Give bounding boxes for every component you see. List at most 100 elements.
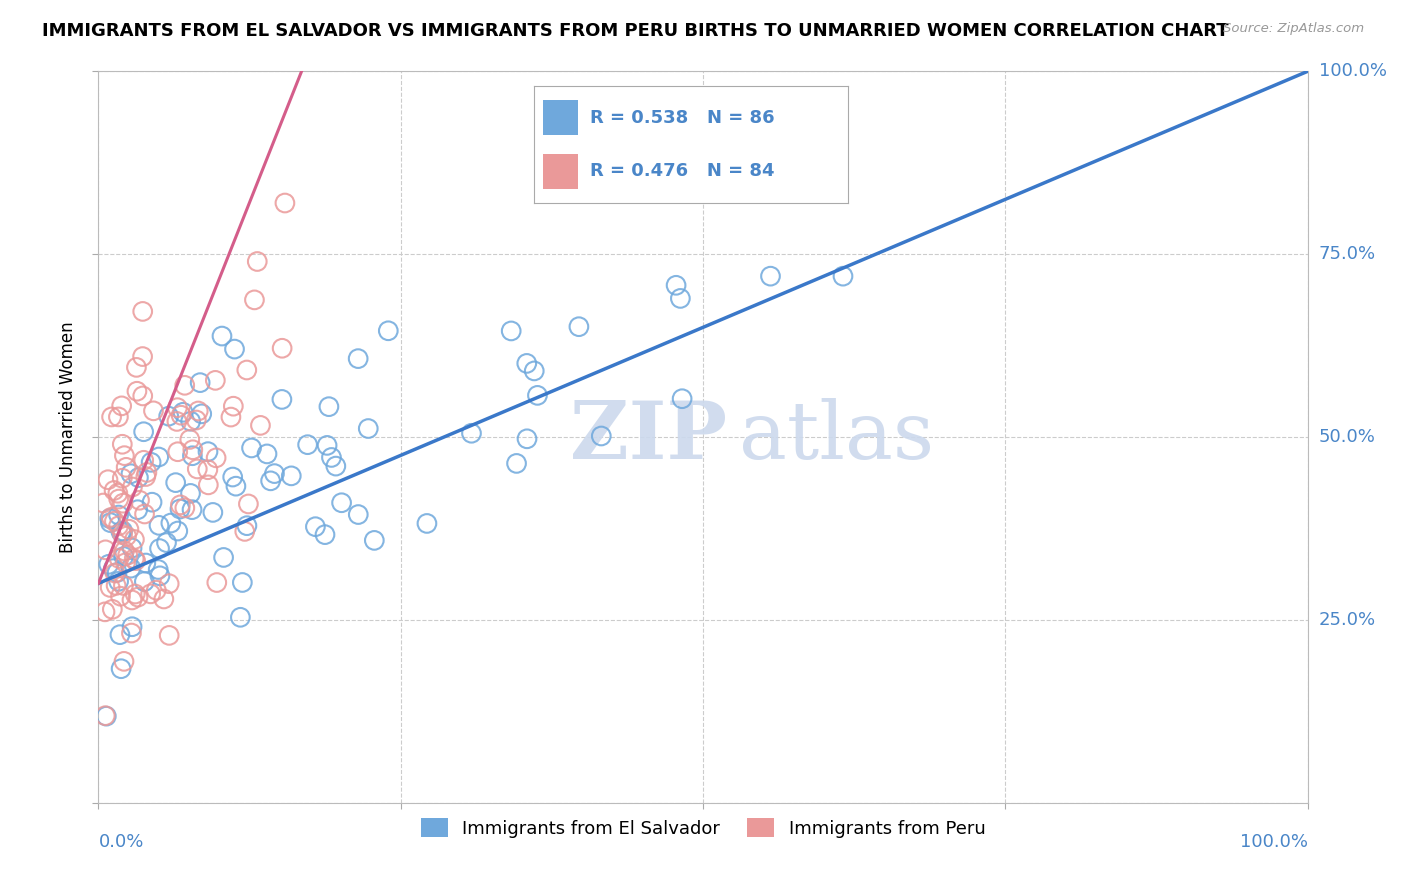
Text: IMMIGRANTS FROM EL SALVADOR VS IMMIGRANTS FROM PERU BIRTHS TO UNMARRIED WOMEN CO: IMMIGRANTS FROM EL SALVADOR VS IMMIGRANT… xyxy=(42,22,1229,40)
Point xyxy=(179,433,201,447)
Point xyxy=(505,457,527,471)
Point xyxy=(91,496,114,510)
Point xyxy=(94,708,117,723)
Point xyxy=(108,551,131,566)
Point xyxy=(111,399,134,413)
Point xyxy=(160,516,183,530)
Point xyxy=(416,516,439,531)
Point xyxy=(256,447,278,461)
Point xyxy=(115,529,138,543)
Point xyxy=(118,522,141,536)
Point xyxy=(347,351,370,366)
Point xyxy=(107,508,129,522)
Point xyxy=(112,654,135,668)
Point xyxy=(166,524,188,538)
Point xyxy=(121,620,143,634)
Point xyxy=(166,444,188,458)
Point xyxy=(135,466,157,480)
Point xyxy=(186,462,208,476)
Text: 25.0%: 25.0% xyxy=(1319,611,1376,629)
Point xyxy=(132,389,155,403)
Point xyxy=(271,341,294,355)
Point xyxy=(181,502,204,516)
Point xyxy=(249,418,271,433)
Point xyxy=(114,544,136,558)
Point xyxy=(231,575,253,590)
Point xyxy=(124,554,146,568)
Point xyxy=(170,408,193,422)
Point xyxy=(105,566,128,580)
Point xyxy=(197,444,219,458)
Point xyxy=(759,269,782,284)
Point xyxy=(243,293,266,307)
Point xyxy=(94,605,117,619)
Point xyxy=(128,493,150,508)
Point xyxy=(107,518,129,533)
Point xyxy=(205,450,228,465)
Text: 75.0%: 75.0% xyxy=(1319,245,1376,263)
Point xyxy=(271,392,294,407)
Point xyxy=(110,524,132,539)
Point xyxy=(107,491,129,506)
Point xyxy=(98,511,121,525)
Point xyxy=(304,519,326,533)
Point xyxy=(120,626,142,640)
Point xyxy=(363,533,385,548)
Point xyxy=(107,486,129,500)
Point xyxy=(148,541,170,556)
Point xyxy=(186,413,208,427)
Point xyxy=(134,574,156,589)
Point xyxy=(181,449,204,463)
Point xyxy=(166,414,188,428)
Point xyxy=(516,432,538,446)
Point xyxy=(145,583,167,598)
Point xyxy=(120,467,142,481)
Point xyxy=(357,421,380,435)
Point xyxy=(501,324,523,338)
Point xyxy=(107,574,129,589)
Point xyxy=(131,350,153,364)
Point xyxy=(665,278,688,293)
Point xyxy=(297,438,319,452)
Point xyxy=(516,356,538,370)
Point xyxy=(149,569,172,583)
Point xyxy=(222,470,245,484)
Point xyxy=(153,592,176,607)
Point xyxy=(238,497,260,511)
Point xyxy=(314,527,336,541)
Point xyxy=(139,455,162,469)
Point xyxy=(225,479,247,493)
Point xyxy=(347,508,370,522)
Point xyxy=(103,483,125,498)
Point xyxy=(219,410,242,425)
Point xyxy=(112,578,135,592)
Point xyxy=(526,388,548,402)
Point xyxy=(157,576,180,591)
Point xyxy=(100,510,122,524)
Point xyxy=(101,602,124,616)
Point xyxy=(111,471,134,485)
Point xyxy=(148,450,170,464)
Point xyxy=(169,502,191,516)
Point xyxy=(166,401,188,415)
Point xyxy=(120,561,142,575)
Point xyxy=(165,475,187,490)
Point xyxy=(280,468,302,483)
Point xyxy=(112,449,135,463)
Point xyxy=(201,505,224,519)
Text: atlas: atlas xyxy=(740,398,935,476)
Point xyxy=(94,542,117,557)
Point xyxy=(142,404,165,418)
Point xyxy=(127,502,149,516)
Point xyxy=(187,404,209,418)
Point xyxy=(104,566,127,580)
Point xyxy=(97,473,120,487)
Point xyxy=(263,467,285,481)
Point xyxy=(318,400,340,414)
Point xyxy=(125,360,148,375)
Text: Source: ZipAtlas.com: Source: ZipAtlas.com xyxy=(1223,22,1364,36)
Point xyxy=(172,405,194,419)
Point xyxy=(148,518,170,533)
Point xyxy=(236,518,259,533)
Point xyxy=(121,480,143,494)
